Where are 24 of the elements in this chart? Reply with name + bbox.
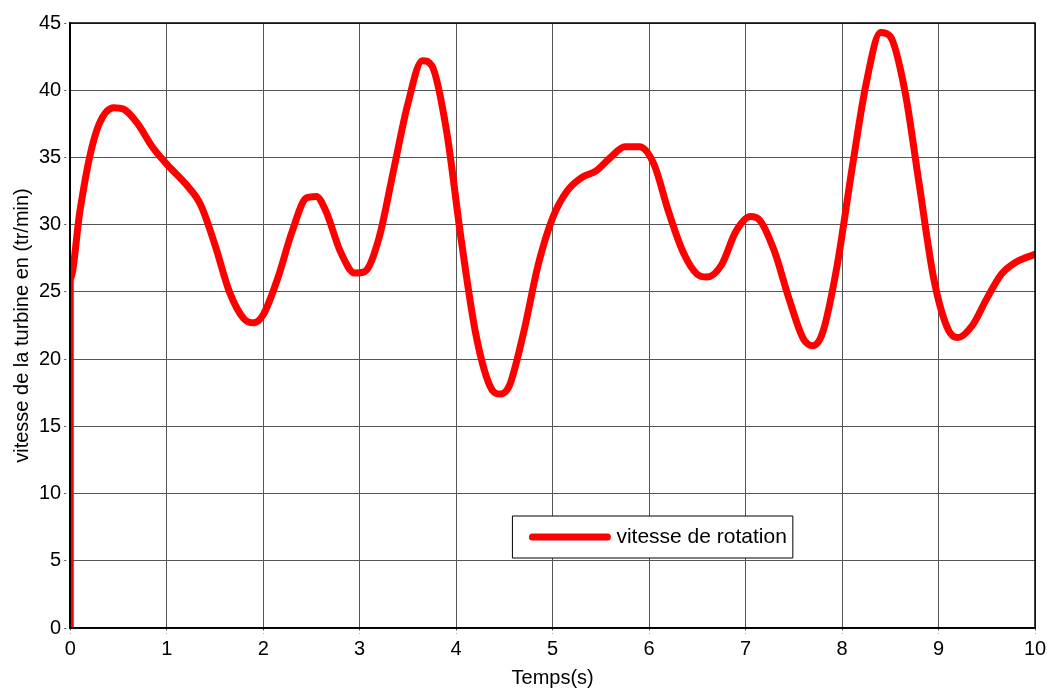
y-tick-label: 25	[39, 279, 62, 302]
y-tick-label: 10	[39, 481, 62, 504]
x-tick-label: 1	[161, 636, 173, 659]
y-tick-label: 0	[50, 615, 62, 638]
y-axis-title: vitesse de la turbine en (tr/min)	[9, 188, 32, 463]
x-tick-label: 3	[354, 636, 366, 659]
y-tick-label: 30	[39, 212, 62, 235]
y-tick-label: 15	[39, 413, 62, 436]
y-tick-label: 20	[39, 346, 62, 369]
x-tick-label: 4	[450, 636, 462, 659]
y-tick-label: 5	[50, 548, 62, 571]
y-tick-label: 35	[39, 144, 62, 167]
x-tick-label: 0	[64, 636, 76, 659]
x-tick-label: 9	[932, 636, 945, 659]
y-tick-label: 45	[39, 10, 62, 33]
x-tick-label: 2	[257, 636, 269, 659]
x-axis-title: Temps(s)	[511, 665, 594, 688]
x-tick-label: 6	[643, 636, 655, 659]
y-tick-label: 40	[39, 77, 62, 100]
x-tick-label: 5	[547, 636, 559, 659]
legend-label: vitesse de rotation	[616, 523, 787, 547]
x-tick-label: 7	[740, 636, 752, 659]
x-tick-label: 10	[1023, 636, 1047, 659]
x-tick-label: 8	[836, 636, 848, 659]
